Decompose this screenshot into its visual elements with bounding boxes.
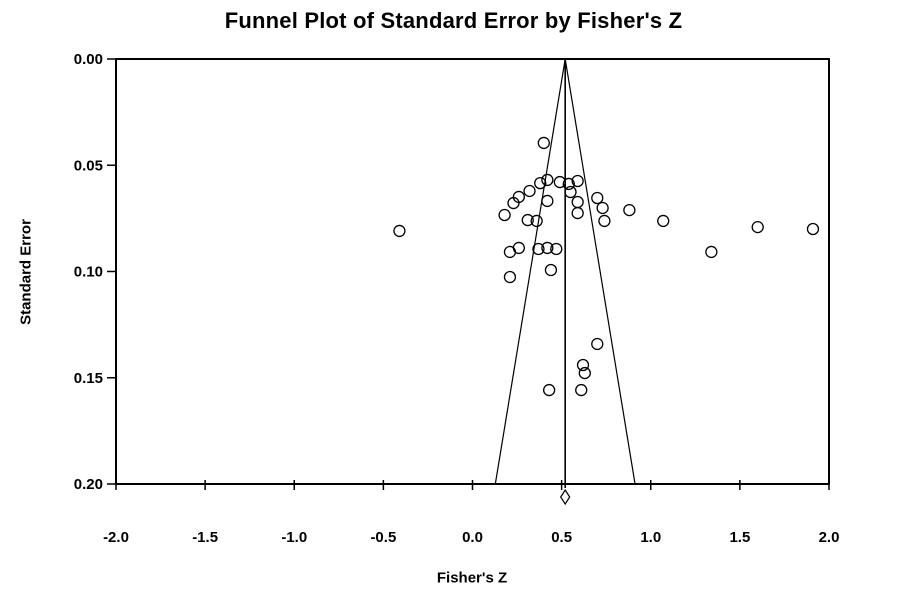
x-axis-tick-label: 1.0 [640, 529, 661, 546]
data-point [705, 245, 718, 259]
x-axis-tick-label: -0.5 [370, 529, 396, 546]
chart-title: Funnel Plot of Standard Error by Fisher'… [224, 8, 683, 33]
data-point [523, 184, 536, 198]
funnel-limit-left-line [494, 58, 566, 485]
data-point [503, 270, 517, 284]
data-point [393, 224, 406, 238]
data-point [576, 358, 590, 372]
data-point [562, 177, 575, 191]
data-point [512, 241, 525, 255]
x-axis-tick-label: -1.5 [192, 529, 218, 546]
data-point [578, 366, 591, 380]
data-point [596, 201, 609, 215]
y-axis-tick-label: 0.00 [74, 51, 103, 68]
data-point [498, 208, 511, 222]
y-axis-tick-label: 0.10 [74, 264, 103, 281]
axes-box [115, 58, 830, 485]
y-axis-tick-label: 0.15 [74, 370, 103, 387]
data-point [575, 383, 588, 397]
data-point [541, 194, 554, 208]
data-point [550, 242, 563, 256]
data-point [623, 203, 636, 217]
x-axis-tick-label: 2.0 [819, 529, 840, 546]
data-point [541, 241, 554, 255]
data-point [541, 173, 554, 187]
data-point [751, 220, 764, 234]
data-point [657, 214, 670, 228]
data-point [591, 191, 604, 205]
data-point [564, 185, 577, 199]
y-axis-tick-label: 0.05 [74, 157, 103, 174]
x-axis-tick-label: 1.5 [729, 529, 750, 546]
x-axis-tick-label: 0.5 [551, 529, 572, 546]
data-point [553, 175, 566, 189]
data-point [542, 383, 556, 397]
data-point [530, 214, 543, 228]
x-axis-tick-label: -2.0 [103, 529, 129, 546]
y-axis-tick-label: 0.20 [74, 476, 103, 493]
data-point [591, 337, 604, 351]
data-point [571, 206, 584, 220]
data-point [534, 176, 547, 190]
data-point [571, 174, 584, 188]
funnel-limit-right-line [564, 58, 636, 485]
x-axis-tick-label: -1.0 [281, 529, 307, 546]
data-point [598, 214, 611, 228]
data-point [521, 213, 534, 227]
x-axis-tick-label: 0.0 [462, 529, 483, 546]
data-point [532, 242, 545, 256]
x-axis-title: Fisher's Z [436, 569, 508, 587]
combined-effect-diamond [559, 488, 571, 506]
data-point [571, 195, 584, 209]
data-point [806, 222, 820, 236]
data-point [544, 263, 558, 277]
data-point [507, 196, 520, 210]
data-point [537, 136, 550, 150]
